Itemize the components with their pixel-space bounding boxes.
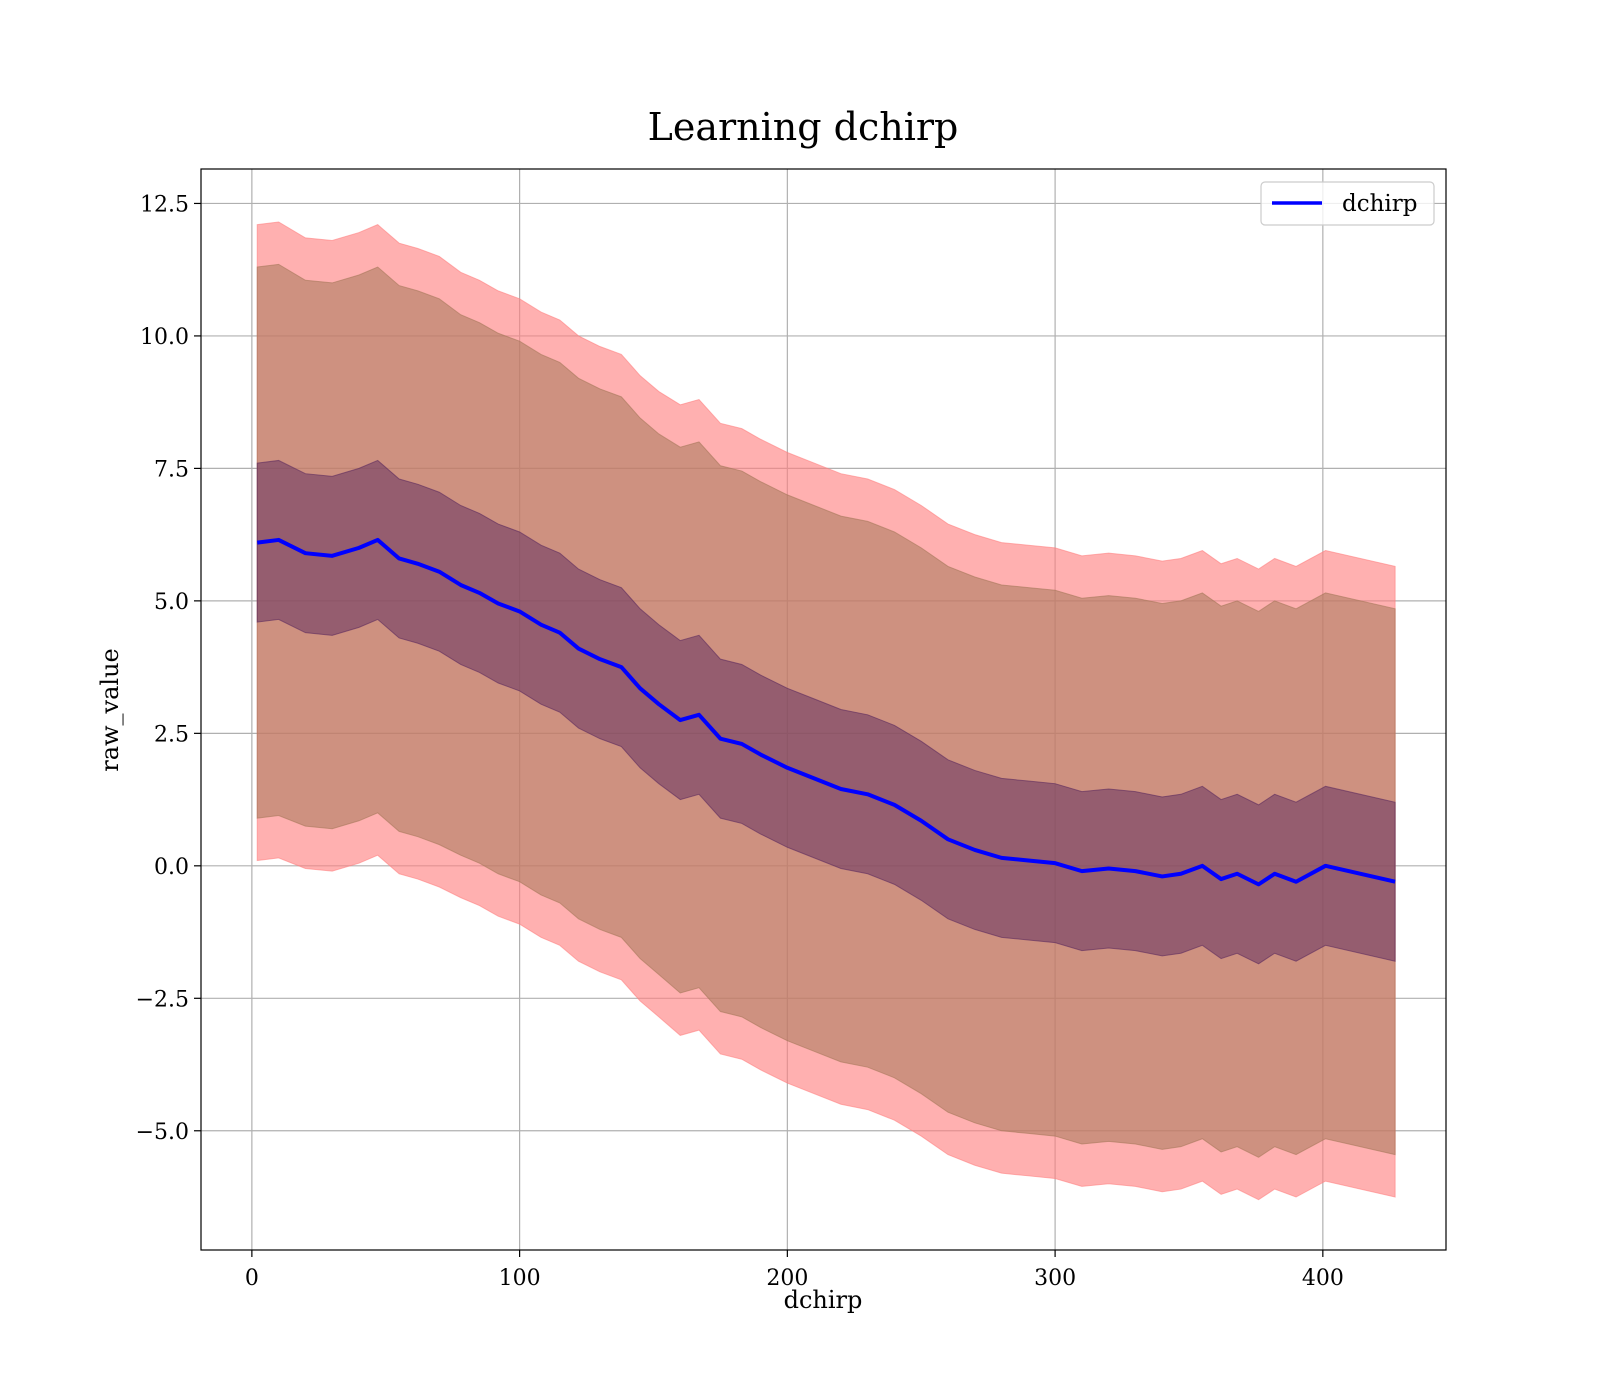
x-tick-label: 300 bbox=[1034, 1266, 1076, 1291]
band-1-sigma bbox=[256, 459, 1396, 965]
chart-title: Learning dchirp bbox=[648, 105, 959, 149]
confidence-bands bbox=[256, 221, 1396, 1201]
y-tick-label: 12.5 bbox=[140, 192, 189, 217]
x-tick-label: 100 bbox=[499, 1266, 541, 1291]
y-tick-label: 0.0 bbox=[154, 855, 189, 880]
series-lines bbox=[256, 537, 1396, 887]
x-tick-label: 200 bbox=[766, 1266, 808, 1291]
y-tick-label: 7.5 bbox=[154, 457, 189, 482]
x-axis-ticks: 0 100 200 300 400 bbox=[245, 1250, 1344, 1291]
y-tick-label: −5.0 bbox=[136, 1120, 189, 1145]
x-tick-label: 400 bbox=[1302, 1266, 1344, 1291]
y-tick-label: 5.0 bbox=[154, 590, 189, 615]
y-tick-label: 2.5 bbox=[154, 722, 189, 747]
legend: dchirp bbox=[1260, 181, 1435, 226]
x-axis-label: dchirp bbox=[784, 1286, 863, 1314]
plot-area-frame bbox=[200, 168, 1447, 1251]
y-axis-ticks: −5.0 −2.5 0.0 2.5 5.0 7.5 10.0 12.5 bbox=[136, 192, 201, 1145]
series-line-dchirp bbox=[256, 537, 1396, 887]
x-tick-label: 0 bbox=[245, 1266, 259, 1291]
legend-box bbox=[1260, 181, 1435, 226]
legend-label-dchirp: dchirp bbox=[1342, 191, 1418, 217]
y-tick-label: 10.0 bbox=[140, 325, 189, 350]
y-axis-label: raw_value bbox=[96, 648, 124, 772]
y-tick-label: −2.5 bbox=[136, 987, 189, 1012]
